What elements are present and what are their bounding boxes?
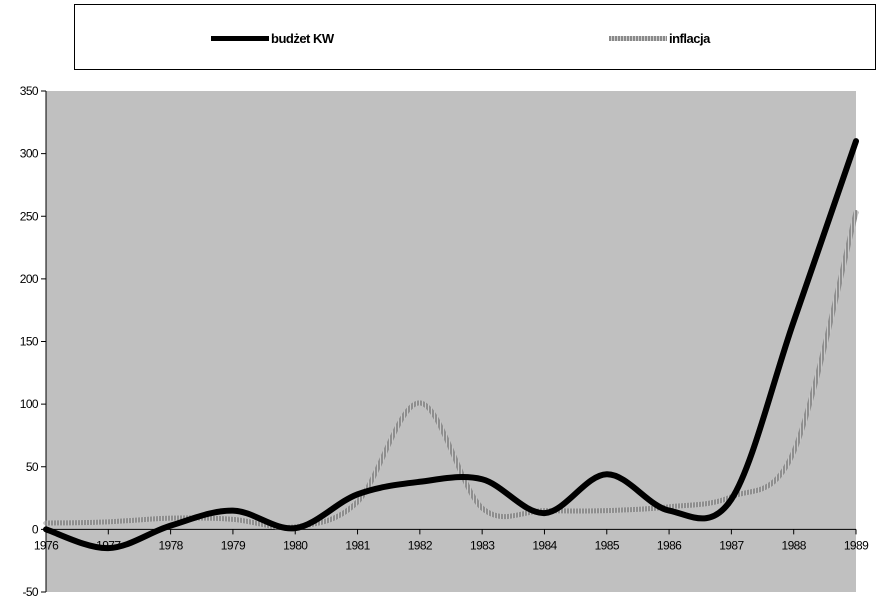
x-tick-label: 1983	[470, 538, 495, 552]
legend-swatch-budzet	[211, 35, 269, 41]
series-line-budzet	[43, 138, 859, 552]
tick-labels: -50 0 50 100 150 200 250 300 350 1976 1977 1978 1979…	[20, 84, 870, 599]
x-tick-label: 1981	[345, 538, 370, 552]
y-tick-label: 300	[20, 147, 39, 161]
y-tick-label: -50	[22, 585, 38, 599]
x-tick-label: 1988	[782, 538, 807, 552]
x-tick-label: 1979	[221, 538, 246, 552]
legend: budżet KW inflacja	[74, 4, 876, 70]
y-tick-label: 100	[20, 397, 39, 411]
legend-label-inflacja: inflacja	[669, 30, 710, 46]
y-tick-label: 200	[20, 272, 39, 286]
x-tick-label: 1987	[719, 538, 744, 552]
x-tick-label: 1978	[158, 538, 183, 552]
x-tick-label: 1986	[657, 538, 682, 552]
y-tick-label: 250	[20, 209, 39, 223]
x-tick-label: 1982	[408, 538, 433, 552]
y-tick-label: 0	[32, 522, 39, 536]
y-tick-label: 50	[26, 460, 39, 474]
series-layer	[43, 138, 859, 552]
y-tick-label: 150	[20, 335, 39, 349]
x-tick-label: 1984	[532, 538, 557, 552]
legend-label-budzet: budżet KW	[271, 30, 334, 46]
legend-swatch-inflacja	[609, 35, 667, 41]
x-tick-label: 1976	[34, 538, 59, 552]
series-line-inflacja	[43, 209, 859, 530]
x-tick-label: 1977	[96, 538, 121, 552]
y-tick-label: 350	[20, 84, 39, 98]
x-tick-label: 1980	[283, 538, 308, 552]
legend-item-budzet: budżet KW	[211, 29, 334, 47]
legend-item-inflacja: inflacja	[609, 29, 710, 47]
x-tick-label: 1985	[595, 538, 620, 552]
x-tick-label: 1989	[844, 538, 869, 552]
